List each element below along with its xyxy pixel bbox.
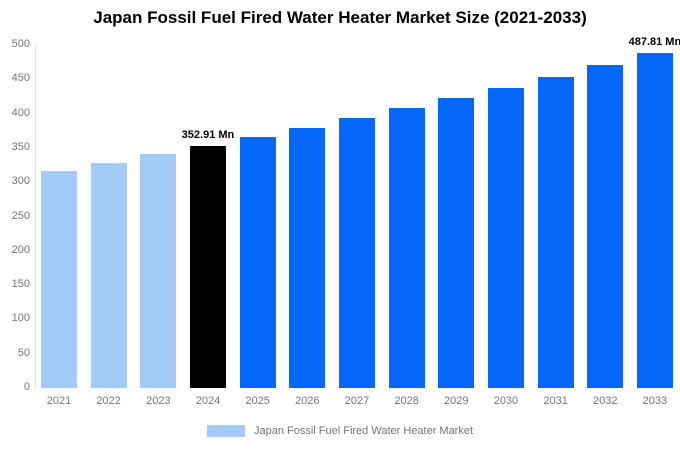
bar-2021[interactable]: [41, 170, 77, 388]
bar-2027[interactable]: [338, 118, 375, 388]
x-axis-tick-label: 2027: [344, 395, 370, 407]
bar-2029[interactable]: [438, 98, 475, 388]
x-axis-tick-label: 2023: [146, 395, 171, 407]
bar-2025[interactable]: [239, 137, 276, 388]
bar-2031[interactable]: [537, 76, 574, 388]
x-axis-tick-label: 2031: [543, 395, 568, 407]
bar-2032[interactable]: [587, 65, 624, 388]
x-axis-tick-label: 2022: [96, 395, 121, 407]
chart-title: Japan Fossil Fuel Fired Water Heater Mar…: [93, 8, 587, 27]
x-axis-tick-label: 2024: [195, 395, 221, 407]
x-axis-tick-label: 2021: [46, 395, 72, 407]
bar-2022[interactable]: [90, 162, 127, 388]
y-axis-line: [35, 45, 36, 388]
bar-2023[interactable]: [140, 154, 177, 388]
x-axis-tick-label: 2025: [245, 395, 270, 407]
x-axis-tick-label: 2033: [642, 395, 668, 407]
x-axis-tick-label: 2026: [295, 395, 320, 407]
y-axis-tick-label: 250: [11, 209, 30, 222]
y-axis-tick-label: 300: [11, 175, 30, 188]
legend-swatch: [206, 425, 245, 437]
bar-value-label: 487.81 Mn: [628, 36, 680, 49]
y-axis-tick-label: 100: [11, 312, 30, 325]
bar-2030[interactable]: [487, 87, 524, 388]
bar-value-label: 352.91 Mn: [181, 128, 235, 141]
bar-2026[interactable]: [289, 127, 326, 388]
y-axis-tick-label: 0: [23, 381, 30, 393]
x-axis-tick-label: 2032: [593, 395, 618, 407]
bar-2028[interactable]: [388, 108, 425, 388]
bar-2024[interactable]: [189, 145, 226, 388]
y-axis-tick-label: 400: [11, 106, 30, 119]
y-axis-tick-label: 200: [11, 243, 30, 256]
x-axis-tick-label: 2030: [493, 395, 519, 407]
bar-2033[interactable]: [636, 53, 673, 388]
x-axis-tick-label: 2029: [444, 395, 469, 407]
legend-label: Japan Fossil Fuel Fired Water Heater Mar…: [253, 425, 474, 437]
y-axis-tick-label: 350: [11, 140, 30, 153]
y-axis-tick-label: 150: [11, 278, 30, 291]
y-axis-tick-label: 50: [17, 346, 30, 359]
x-axis-tick-label: 2028: [394, 395, 419, 407]
y-axis-tick-label: 450: [11, 72, 30, 85]
legend-item[interactable]: Japan Fossil Fuel Fired Water Heater Mar…: [0, 425, 680, 437]
y-axis-tick-label: 500: [11, 38, 30, 50]
